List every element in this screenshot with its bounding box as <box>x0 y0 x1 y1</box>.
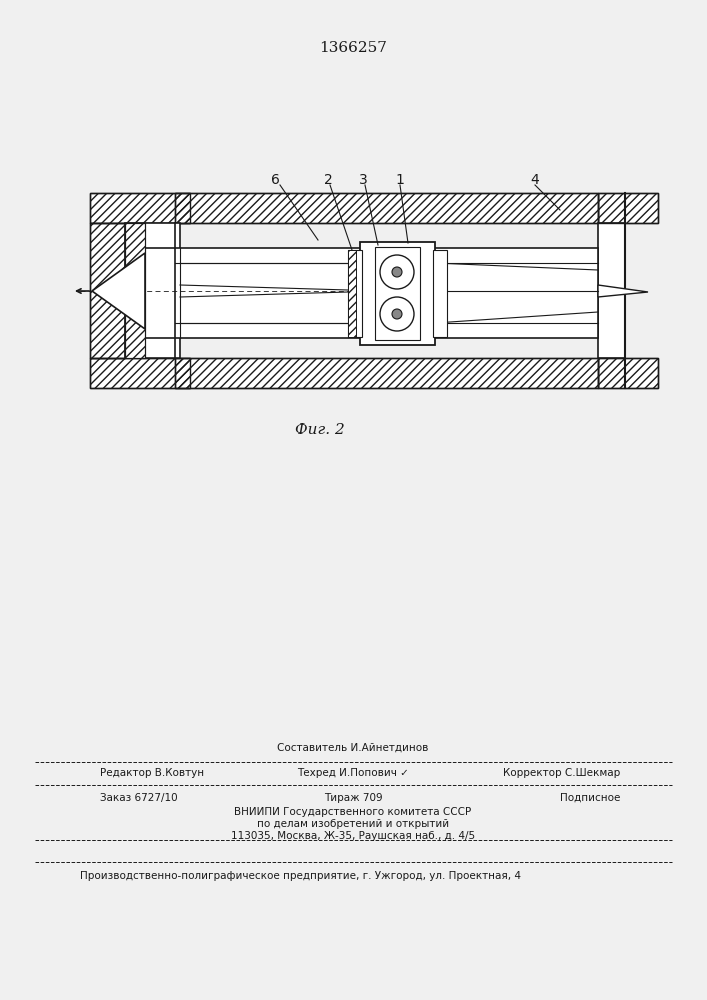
Bar <box>145 248 598 338</box>
Text: Производственно-полиграфическое предприятие, г. Ужгород, ул. Проектная, 4: Производственно-полиграфическое предприя… <box>80 871 521 881</box>
Text: 6: 6 <box>271 173 279 187</box>
Circle shape <box>392 267 402 277</box>
Text: Тираж 709: Тираж 709 <box>324 793 382 803</box>
Bar <box>598 223 625 358</box>
Bar <box>598 358 658 388</box>
Bar <box>598 193 658 223</box>
Text: Составитель И.Айнетдинов: Составитель И.Айнетдинов <box>277 743 428 753</box>
Bar <box>175 193 598 223</box>
Text: Корректор С.Шекмар: Корректор С.Шекмар <box>503 768 620 778</box>
Bar <box>125 223 145 358</box>
Bar <box>90 358 190 388</box>
Text: Фиг. 2: Фиг. 2 <box>295 423 345 437</box>
Text: 4: 4 <box>531 173 539 187</box>
Bar <box>598 193 658 223</box>
Bar <box>90 223 125 358</box>
Bar <box>90 193 190 223</box>
Text: Заказ 6727/10: Заказ 6727/10 <box>100 793 177 803</box>
Text: Техред И.Попович ✓: Техред И.Попович ✓ <box>297 768 409 778</box>
Bar <box>348 250 356 337</box>
Bar <box>90 223 125 358</box>
Bar <box>175 193 598 223</box>
Text: 2: 2 <box>324 173 332 187</box>
Bar <box>598 358 658 388</box>
Text: ВНИИПИ Государственного комитета СССР: ВНИИПИ Государственного комитета СССР <box>235 807 472 817</box>
Circle shape <box>380 297 414 331</box>
Bar <box>90 358 190 388</box>
Bar <box>348 250 362 337</box>
Text: Подписное: Подписное <box>560 793 620 803</box>
Polygon shape <box>598 285 648 297</box>
Text: 113035, Москва, Ж-35, Раушская наб., д. 4/5: 113035, Москва, Ж-35, Раушская наб., д. … <box>231 831 475 841</box>
Bar <box>175 358 598 388</box>
Circle shape <box>392 309 402 319</box>
Bar <box>348 250 356 337</box>
Bar <box>375 247 420 340</box>
Text: по делам изобретений и открытий: по делам изобретений и открытий <box>257 819 449 829</box>
Bar <box>125 223 180 358</box>
Bar <box>175 358 598 388</box>
Bar <box>433 250 447 337</box>
Text: 1: 1 <box>395 173 404 187</box>
Bar <box>90 193 190 223</box>
Text: 3: 3 <box>358 173 368 187</box>
Bar <box>360 242 435 345</box>
Text: Редактор В.Ковтун: Редактор В.Ковтун <box>100 768 204 778</box>
Bar <box>125 223 145 358</box>
Polygon shape <box>92 253 145 329</box>
Text: 1366257: 1366257 <box>319 41 387 55</box>
Circle shape <box>380 255 414 289</box>
